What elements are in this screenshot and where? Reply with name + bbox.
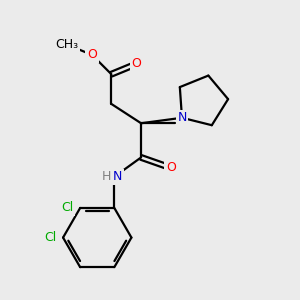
Text: O: O [132,57,142,70]
Text: Cl: Cl [61,202,74,214]
Text: O: O [166,161,176,174]
Text: Cl: Cl [44,231,57,244]
Text: O: O [87,48,97,62]
Text: N: N [177,111,187,124]
Text: CH₃: CH₃ [55,38,78,51]
Text: H: H [101,170,111,183]
Text: N: N [113,170,123,183]
